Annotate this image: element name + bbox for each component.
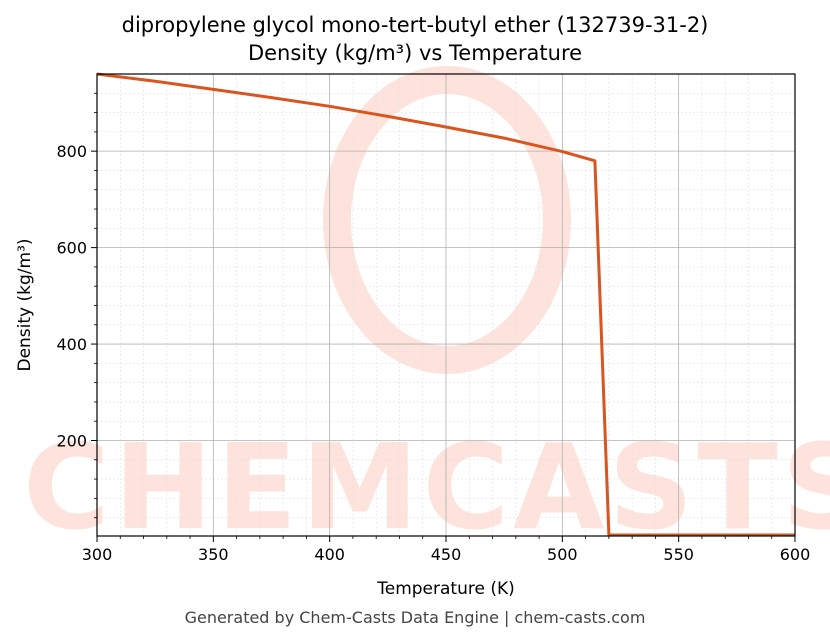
footer-credit: Generated by Chem-Casts Data Engine | ch… <box>184 608 646 627</box>
chart-title: dipropylene glycol mono-tert-butyl ether… <box>121 13 709 37</box>
y-tick-label: 400 <box>56 335 87 354</box>
x-tick-label: 400 <box>314 545 345 564</box>
chart-subtitle: Density (kg/m³) vs Temperature <box>247 41 583 65</box>
y-tick-label: 200 <box>56 432 87 451</box>
x-axis: 300 350 400 450 500 550 600 <box>82 536 811 564</box>
series-layer <box>96 72 795 537</box>
y-axis-label: Density (kg/m³) <box>15 238 35 371</box>
watermark: CHEMCASTS <box>23 66 830 556</box>
x-tick-label: 300 <box>82 545 113 564</box>
y-tick-label: 600 <box>56 239 87 258</box>
y-tick-label: 800 <box>56 142 87 161</box>
watermark-logo-ring <box>323 66 571 374</box>
x-tick-label: 600 <box>780 545 811 564</box>
watermark-text: CHEMCASTS <box>23 418 830 556</box>
major-grid <box>97 74 795 536</box>
x-tick-label: 550 <box>663 545 694 564</box>
x-tick-label: 500 <box>547 545 578 564</box>
x-tick-label: 350 <box>198 545 229 564</box>
y-axis: 200 400 600 800 <box>56 92 97 519</box>
x-tick-label: 450 <box>431 545 462 564</box>
x-axis-label: Temperature (K) <box>376 579 515 599</box>
density-series-line <box>96 72 795 537</box>
